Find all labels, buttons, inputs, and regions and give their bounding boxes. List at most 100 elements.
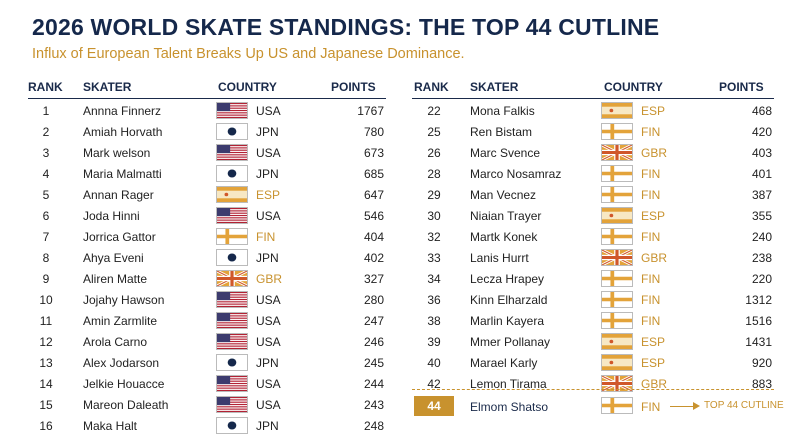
points-cell: 280 xyxy=(363,293,384,307)
table-row: 15 Mareon Daleath USA 243 xyxy=(28,394,386,415)
jpn-flag-icon xyxy=(216,165,248,182)
points-cell: 920 xyxy=(751,356,772,370)
cutline-rank-badge: 44 xyxy=(414,396,454,416)
skater-name: Niaian Trayer xyxy=(470,209,542,223)
skater-header: SKATER xyxy=(470,80,519,94)
table-row: 7 Jorrica Gattor FIN 404 xyxy=(28,226,386,247)
points-cell: 673 xyxy=(363,146,384,160)
skater-header: SKATER xyxy=(83,80,132,94)
skater-name: Amiah Horvath xyxy=(83,125,163,139)
rank-cell: 3 xyxy=(42,146,50,160)
country-code: ESP xyxy=(641,356,666,370)
table-row: 26 Marc Svence GBR 403 xyxy=(412,142,774,163)
jpn-flag-icon xyxy=(216,123,248,140)
country-code: USA xyxy=(256,335,281,349)
skater-name: Mona Falkis xyxy=(470,104,535,118)
points-cell: 420 xyxy=(751,125,772,139)
points-cell: 883 xyxy=(751,377,772,391)
cutline-skater: Elmom Shatso xyxy=(470,400,549,414)
rank-cell: 2 xyxy=(42,125,50,139)
points-cell: 404 xyxy=(363,230,384,244)
header-rule xyxy=(412,98,774,99)
page-title: 2026 WORLD SKATE STANDINGS: THE TOP 44 C… xyxy=(32,14,660,40)
rank-cell: 38 xyxy=(427,314,441,328)
country-code: FIN xyxy=(641,314,661,328)
rank-cell: 13 xyxy=(39,356,53,370)
rank-cell: 16 xyxy=(39,419,53,433)
page-subtitle: Influx of European Talent Breaks Up US a… xyxy=(32,46,465,62)
rank-cell: 12 xyxy=(39,335,53,349)
points-cell: 402 xyxy=(363,251,384,265)
rank-cell: 22 xyxy=(427,104,441,118)
table-row: 13 Alex Jodarson JPN 245 xyxy=(28,352,386,373)
fin-flag-icon xyxy=(601,228,633,245)
points-cell: 1516 xyxy=(745,314,772,328)
table-row: 40 Marael Karly ESP 920 xyxy=(412,352,774,373)
skater-name: Amin Zarmlite xyxy=(83,314,158,328)
country-code: ESP xyxy=(641,335,666,349)
esp-flag-icon xyxy=(601,207,633,224)
rank-cell: 29 xyxy=(427,188,441,202)
jpn-flag-icon xyxy=(216,417,248,434)
country-code: GBR xyxy=(641,377,668,391)
skater-name: Man Vecnez xyxy=(470,188,537,202)
cutline-divider xyxy=(412,389,774,390)
points-cell: 685 xyxy=(363,167,384,181)
table-row: 1 Annna Finnerz USA 1767 xyxy=(28,100,386,121)
table-row: 10 Jojahy Hawson USA 280 xyxy=(28,289,386,310)
table-row: 9 Aliren Matte GBR 327 xyxy=(28,268,386,289)
country-code: USA xyxy=(256,293,281,307)
points-cell: 355 xyxy=(751,209,772,223)
points-cell: 243 xyxy=(363,398,384,412)
country-header: COUNTRY xyxy=(604,80,663,94)
rank-cell: 9 xyxy=(42,272,50,286)
country-code: JPN xyxy=(256,419,279,433)
usa-flag-icon xyxy=(216,207,248,224)
table-row: 16 Maka Halt JPN 248 xyxy=(28,415,386,436)
usa-flag-icon xyxy=(216,333,248,350)
table-row: 42 Lemon Tirama GBR 883 xyxy=(412,373,774,394)
table-row: 5 Annan Rager ESP 647 xyxy=(28,184,386,205)
rank-cell: 5 xyxy=(42,188,50,202)
rank-cell: 25 xyxy=(427,125,441,139)
country-code: ESP xyxy=(256,188,281,202)
fin-flag-icon xyxy=(216,228,248,245)
skater-name: Jorrica Gattor xyxy=(83,230,156,244)
country-code: JPN xyxy=(256,125,279,139)
table-row: 33 Lanis Hurrt GBR 238 xyxy=(412,247,774,268)
rank-cell: 6 xyxy=(42,209,50,223)
points-cell: 240 xyxy=(751,230,772,244)
rank-cell: 11 xyxy=(39,314,53,328)
points-cell: 238 xyxy=(751,251,772,265)
rank-cell: 33 xyxy=(427,251,441,265)
table-header: RANK SKATER COUNTRY POINTS xyxy=(28,78,386,98)
rank-cell: 28 xyxy=(427,167,441,181)
table-row: 32 Martk Konek FIN 240 xyxy=(412,226,774,247)
skater-name: Martk Konek xyxy=(470,230,538,244)
country-code: FIN xyxy=(641,125,661,139)
points-cell: 246 xyxy=(363,335,384,349)
skater-name: Aliren Matte xyxy=(83,272,148,286)
rank-cell: 4 xyxy=(42,167,50,181)
fin-flag-icon xyxy=(601,397,633,414)
skater-name: Joda Hinni xyxy=(83,209,140,223)
skater-name: Mark welson xyxy=(83,146,151,160)
country-code: USA xyxy=(256,146,281,160)
table-row: 39 Mmer Pollanay ESP 1431 xyxy=(412,331,774,352)
skater-name: Annan Rager xyxy=(83,188,154,202)
skater-name: Arola Carno xyxy=(83,335,148,349)
table-row: 28 Marco Nosamraz FIN 401 xyxy=(412,163,774,184)
gbr-flag-icon xyxy=(601,375,633,392)
points-cell: 546 xyxy=(363,209,384,223)
cutline-arrow xyxy=(670,406,694,407)
skater-name: Ahya Eveni xyxy=(83,251,144,265)
skater-name: Mareon Daleath xyxy=(83,398,169,412)
points-cell: 247 xyxy=(363,314,384,328)
country-code: GBR xyxy=(641,146,668,160)
points-cell: 780 xyxy=(363,125,384,139)
esp-flag-icon xyxy=(601,102,633,119)
table-row: 4 Maria Malmatti JPN 685 xyxy=(28,163,386,184)
cutline-country: FIN xyxy=(641,400,661,414)
country-code: JPN xyxy=(256,356,279,370)
skater-name: Alex Jodarson xyxy=(83,356,160,370)
